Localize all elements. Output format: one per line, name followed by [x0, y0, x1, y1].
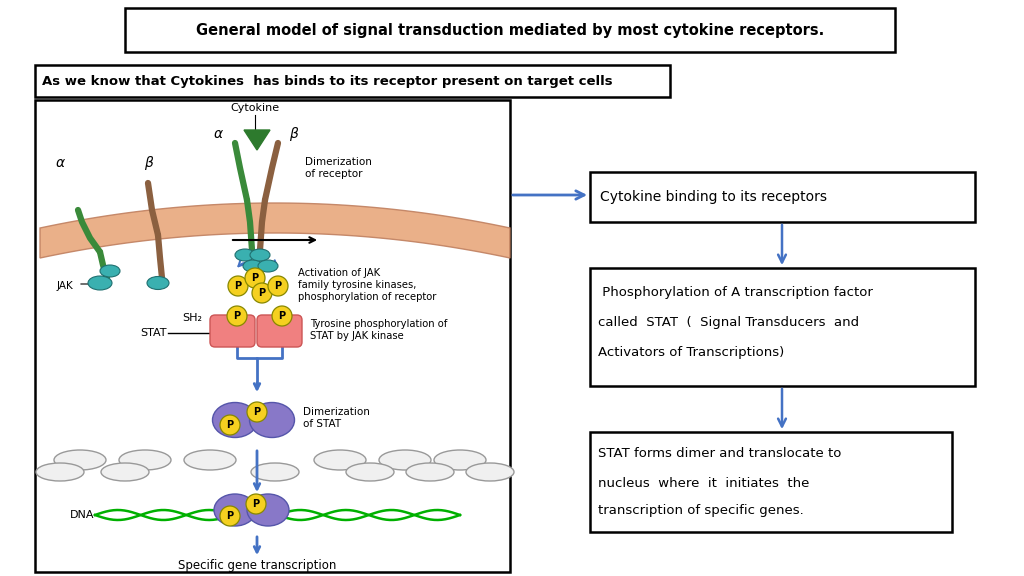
Text: Phosphorylation of A transcription factor: Phosphorylation of A transcription facto…	[598, 286, 872, 299]
Text: STAT: STAT	[140, 328, 167, 338]
Circle shape	[272, 306, 292, 326]
FancyBboxPatch shape	[35, 65, 670, 97]
Ellipse shape	[346, 463, 394, 481]
Ellipse shape	[184, 450, 236, 470]
Text: General model of signal transduction mediated by most cytokine receptors.: General model of signal transduction med…	[196, 22, 824, 37]
Text: Activation of JAK
family tyrosine kinases,
phosphorylation of receptor: Activation of JAK family tyrosine kinase…	[298, 268, 436, 302]
Polygon shape	[244, 130, 270, 150]
FancyBboxPatch shape	[590, 432, 952, 532]
Ellipse shape	[147, 276, 169, 290]
Ellipse shape	[214, 494, 256, 526]
Text: P: P	[252, 273, 259, 283]
Text: Cytokine: Cytokine	[230, 103, 280, 113]
Text: P: P	[253, 407, 260, 417]
Text: P: P	[226, 420, 233, 430]
Text: called  STAT  (  Signal Transducers  and: called STAT ( Signal Transducers and	[598, 316, 859, 329]
Text: P: P	[253, 499, 259, 509]
Text: P: P	[279, 311, 286, 321]
FancyBboxPatch shape	[590, 172, 975, 222]
Circle shape	[227, 306, 247, 326]
Circle shape	[247, 402, 267, 422]
FancyBboxPatch shape	[125, 8, 895, 52]
Ellipse shape	[101, 463, 150, 481]
Circle shape	[252, 283, 272, 303]
Circle shape	[246, 494, 266, 514]
Ellipse shape	[213, 403, 257, 438]
Text: Cytokine binding to its receptors: Cytokine binding to its receptors	[600, 190, 827, 204]
Ellipse shape	[54, 450, 106, 470]
Text: transcription of specific genes.: transcription of specific genes.	[598, 504, 804, 517]
Circle shape	[220, 506, 240, 526]
Ellipse shape	[250, 249, 270, 261]
Ellipse shape	[100, 265, 120, 277]
Ellipse shape	[234, 249, 255, 261]
Circle shape	[268, 276, 288, 296]
Text: P: P	[258, 288, 265, 298]
Text: P: P	[226, 511, 233, 521]
FancyBboxPatch shape	[35, 100, 510, 572]
Circle shape	[220, 415, 240, 435]
Text: SH₂: SH₂	[182, 313, 202, 323]
Circle shape	[228, 276, 248, 296]
Text: Dimerization
of STAT: Dimerization of STAT	[303, 407, 370, 429]
Text: STAT forms dimer and translocate to: STAT forms dimer and translocate to	[598, 447, 842, 460]
Ellipse shape	[434, 450, 486, 470]
Ellipse shape	[250, 403, 295, 438]
PathPatch shape	[40, 203, 510, 258]
Text: β: β	[143, 156, 153, 170]
Ellipse shape	[379, 450, 431, 470]
Text: As we know that Cytokines  has binds to its receptor present on target cells: As we know that Cytokines has binds to i…	[42, 74, 612, 88]
Text: Specific gene transcription: Specific gene transcription	[178, 559, 336, 571]
Ellipse shape	[258, 260, 278, 272]
Ellipse shape	[119, 450, 171, 470]
Text: α: α	[55, 156, 65, 170]
Text: P: P	[234, 281, 242, 291]
Text: α: α	[213, 127, 222, 141]
Text: nucleus  where  it  initiates  the: nucleus where it initiates the	[598, 477, 809, 490]
Text: JAK: JAK	[57, 281, 74, 291]
Text: β: β	[289, 127, 297, 141]
Ellipse shape	[314, 450, 366, 470]
FancyBboxPatch shape	[590, 268, 975, 386]
Text: Tyrosine phosphorylation of
STAT by JAK kinase: Tyrosine phosphorylation of STAT by JAK …	[310, 319, 447, 341]
Text: Activators of Transcriptions): Activators of Transcriptions)	[598, 346, 784, 359]
Ellipse shape	[247, 494, 289, 526]
Text: Dimerization
of receptor: Dimerization of receptor	[305, 157, 372, 179]
Ellipse shape	[88, 276, 112, 290]
Ellipse shape	[466, 463, 514, 481]
Text: DNA: DNA	[70, 510, 94, 520]
FancyBboxPatch shape	[210, 315, 255, 347]
Ellipse shape	[243, 260, 263, 272]
Ellipse shape	[251, 463, 299, 481]
Circle shape	[245, 268, 265, 288]
Text: P: P	[274, 281, 282, 291]
FancyBboxPatch shape	[257, 315, 302, 347]
Ellipse shape	[36, 463, 84, 481]
Text: P: P	[233, 311, 241, 321]
Ellipse shape	[406, 463, 454, 481]
